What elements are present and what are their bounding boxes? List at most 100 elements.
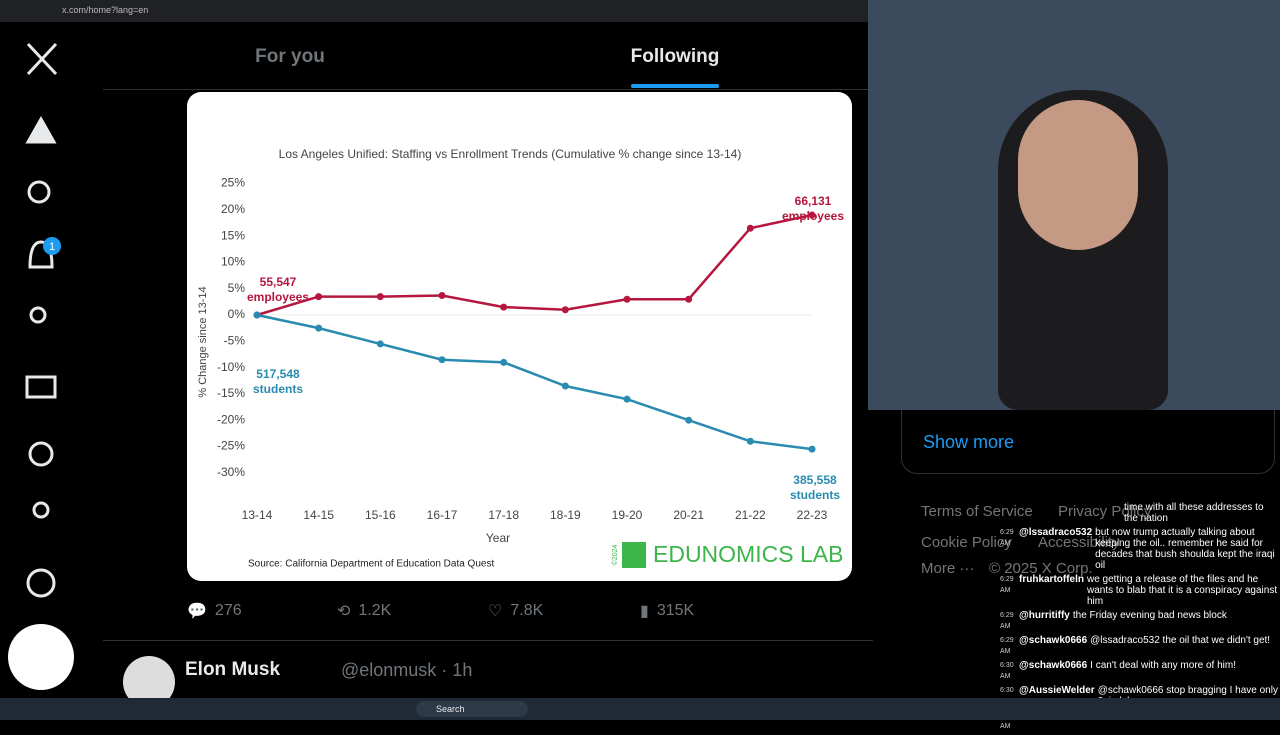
tab[interactable]: For you: [255, 46, 325, 67]
x-tick-label: 22-23: [797, 508, 828, 522]
series-line: [256, 213, 813, 317]
webcam: [868, 0, 1280, 410]
chat-message: 6:29 AM fruhkartoffeln we getting a releas…: [990, 574, 1280, 607]
taskbar: Search: [0, 698, 1280, 720]
annotation: students: [790, 488, 840, 502]
bell-icon[interactable]: [28, 240, 54, 269]
data-point: [315, 293, 323, 301]
y-tick-label: -20%: [217, 412, 245, 426]
data-point: [438, 292, 446, 300]
tabs: For you Following: [103, 22, 868, 90]
chat-user: @schawk0666: [1019, 635, 1088, 646]
data-point: [500, 358, 508, 366]
chat-text: the Friday evening bad news block: [1072, 610, 1227, 621]
y-tick-label: -25%: [217, 439, 245, 453]
chat-time: 6:29 AM: [1000, 637, 1014, 655]
y-tick-label: 15%: [221, 228, 245, 242]
y-tick-label: 20%: [221, 202, 245, 216]
data-point: [376, 340, 384, 348]
badge-count: 1: [49, 241, 55, 253]
source: Source: California Department of Educati…: [248, 559, 494, 570]
chat-user: @AussieWelder: [1019, 685, 1095, 696]
chat-user: @lssadraco532: [1019, 527, 1093, 538]
data-point: [315, 324, 323, 332]
show-more[interactable]: Show more: [923, 432, 1015, 452]
post-button[interactable]: [8, 624, 74, 690]
url[interactable]: x.com/home?lang=en: [62, 5, 149, 15]
data-point: [685, 416, 693, 424]
annotation: 517,548: [256, 367, 300, 381]
profile-icon[interactable]: [32, 501, 50, 519]
x-tick-label: 21-22: [735, 508, 766, 522]
annotation: students: [253, 382, 303, 396]
grok-icon[interactable]: [28, 441, 54, 467]
footer-more[interactable]: More ···: [921, 560, 975, 577]
like-count[interactable]: ♡ 7.8K: [488, 602, 544, 620]
search-icon[interactable]: [27, 180, 51, 204]
chat-user: fruhkartoffeln: [1019, 574, 1084, 585]
x-tick-label: 15-16: [365, 508, 396, 522]
footer-link[interactable]: Terms of Service: [921, 503, 1033, 520]
count: 7.8K: [510, 602, 544, 619]
reply-count[interactable]: 💬 276: [187, 602, 242, 620]
chat-time: 6:29 AM: [1000, 529, 1014, 547]
x-tick-label: 20-21: [673, 508, 704, 522]
y-label: % Change since 13-14: [197, 286, 209, 397]
footer-link[interactable]: Privacy Policy: [1058, 503, 1152, 520]
chat-user: @schawk0666: [1019, 660, 1088, 671]
chat-message: 6:29 AM @lssadraco532 but now trump actual…: [990, 527, 1280, 571]
footer-copyright: © 2025 X Corp.: [989, 560, 1093, 577]
data-point: [685, 295, 693, 303]
copyright: ©2024: [611, 545, 619, 566]
data-point: [808, 445, 816, 453]
chat-text: but now trump actually talking about kee…: [1095, 527, 1275, 571]
chart: Los Angeles Unified: Staffing vs Enrollm…: [197, 147, 844, 570]
x-tick-label: 18-19: [550, 508, 581, 522]
x-tick-label: 19-20: [612, 508, 643, 522]
logo: EDUNOMICS LAB: [653, 541, 843, 567]
data-point: [376, 293, 384, 301]
chat-text: @lssadraco532 the oil that we didn't get…: [1090, 635, 1271, 646]
y-tick-label: 10%: [221, 255, 245, 269]
y-tick-label: 0%: [228, 307, 246, 321]
series-line: [256, 313, 813, 451]
footer-link[interactable]: Cookie Policy: [921, 534, 1012, 551]
taskbar-search[interactable]: Search: [416, 701, 528, 717]
chat-time: 6:29 AM: [1000, 576, 1014, 594]
x-tick-label: 13-14: [242, 508, 273, 522]
mail-icon[interactable]: [25, 375, 57, 399]
annotation: 55,547: [260, 275, 297, 289]
x-logo[interactable]: [26, 42, 58, 76]
view-count[interactable]: ▮ 315K: [640, 602, 695, 620]
data-point: [623, 395, 631, 403]
data-point: [746, 224, 754, 232]
x-tick-label: 14-15: [303, 508, 334, 522]
data-point: [438, 356, 446, 364]
chat-time: 6:30 AM: [1000, 662, 1014, 680]
chart-card: Los Angeles Unified: Staffing vs Enrollm…: [187, 92, 852, 581]
tab[interactable]: Following: [630, 46, 720, 67]
home-icon[interactable]: [25, 115, 57, 144]
people-icon[interactable]: [29, 306, 47, 324]
data-point: [561, 306, 569, 314]
author-name[interactable]: Elon Musk: [185, 659, 281, 680]
y-tick-label: -5%: [224, 333, 246, 347]
nav-icons: 1: [8, 42, 74, 690]
y-tick-label: 5%: [228, 281, 246, 295]
annotation: 66,131: [795, 194, 832, 208]
count: 276: [214, 602, 242, 619]
annotation: 385,558: [793, 473, 837, 487]
chat-text: we getting a release of the files and he…: [1087, 574, 1278, 607]
chart-title: Los Angeles Unified: Staffing vs Enrollm…: [279, 147, 742, 161]
more-icon[interactable]: [26, 568, 56, 598]
y-tick-label: -15%: [217, 386, 245, 400]
chat-text: I can't deal with any more of him!: [1090, 660, 1237, 671]
x-tick-label: 16-17: [427, 508, 458, 522]
x-label: Year: [486, 531, 510, 545]
badge: [43, 237, 61, 255]
author-handle[interactable]: @elonmusk · 1h: [341, 660, 473, 680]
data-point: [623, 295, 631, 303]
footer-link[interactable]: Accessibility: [1038, 534, 1120, 551]
data-point: [253, 311, 261, 319]
repost-count[interactable]: ⟲ 1.2K: [337, 602, 392, 620]
